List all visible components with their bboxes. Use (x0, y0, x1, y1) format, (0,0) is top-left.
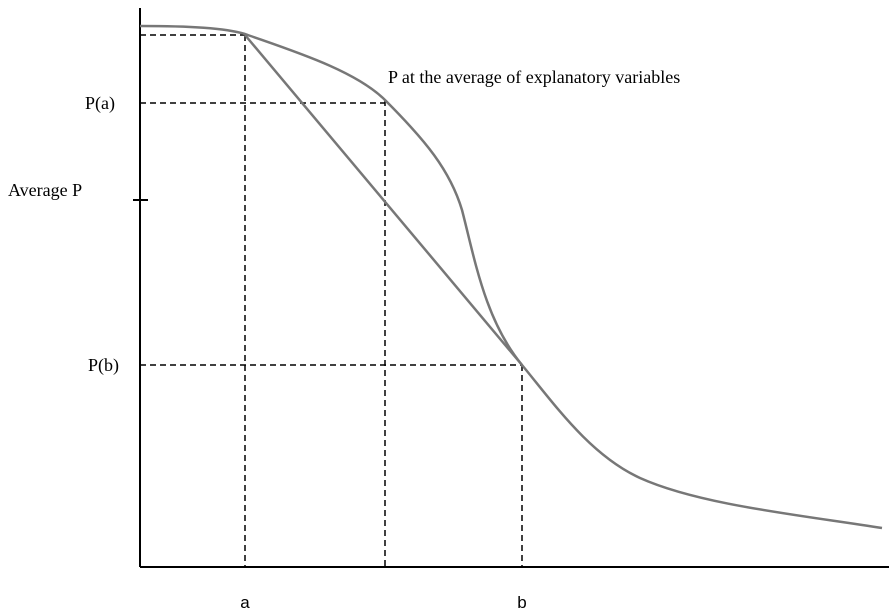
y-label: P(b) (88, 355, 119, 376)
x-label: a (240, 593, 250, 612)
x-label: b (517, 593, 526, 612)
annotation: P at the average of explanatory variable… (388, 67, 680, 87)
y-label: Average P (8, 180, 82, 200)
probability-curve (139, 24, 883, 530)
chord-line (244, 34, 523, 366)
y-label: P(a) (85, 93, 115, 114)
